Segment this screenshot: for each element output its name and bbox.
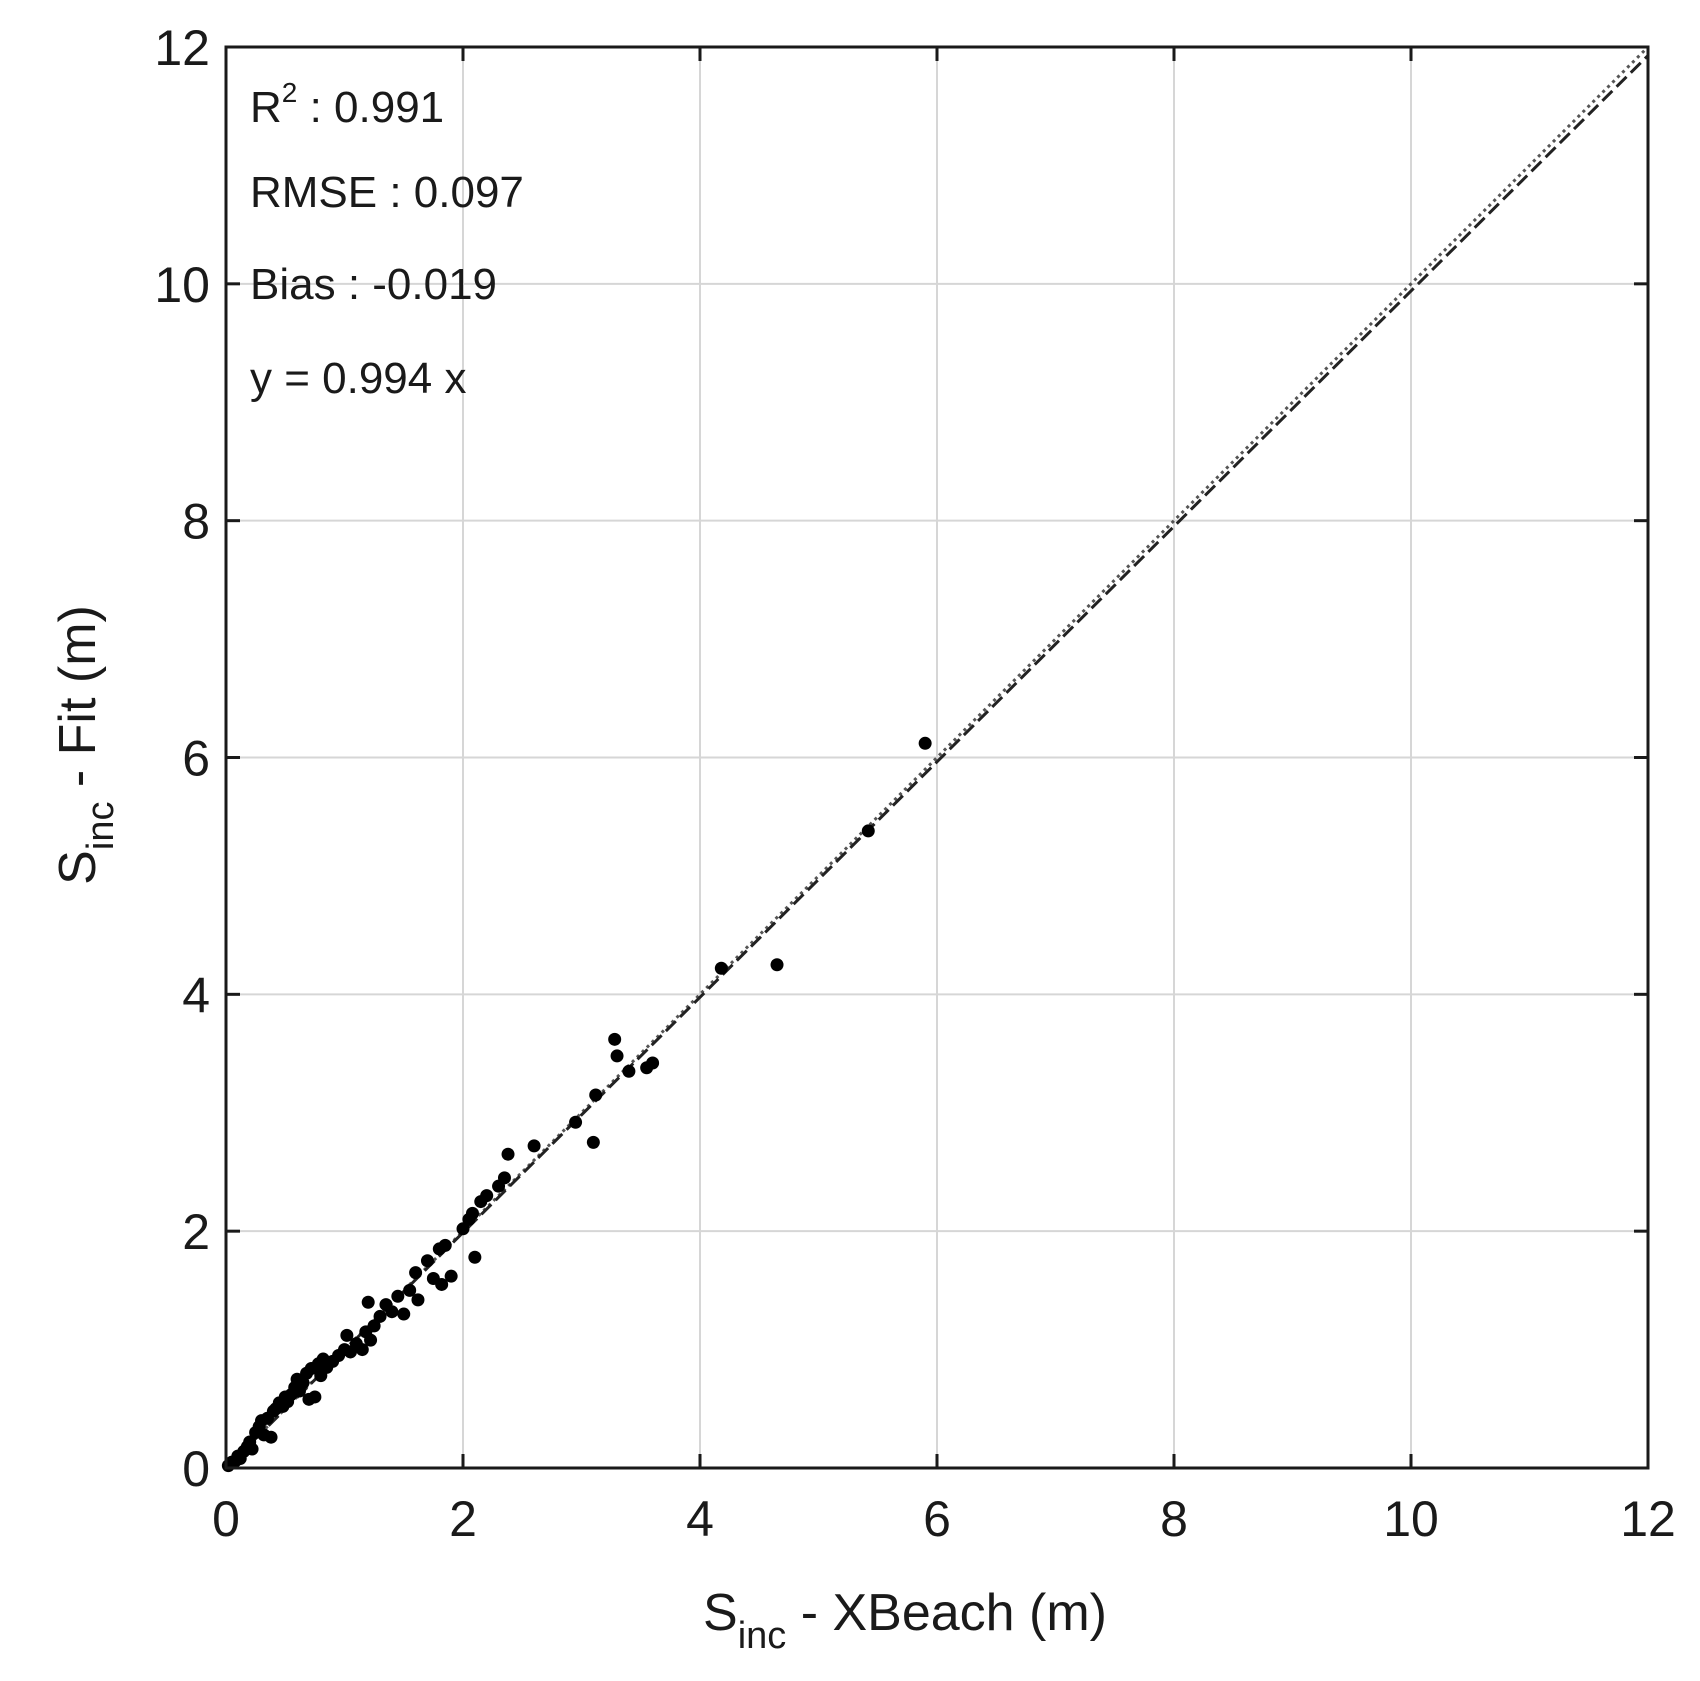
scatter-point bbox=[385, 1305, 399, 1319]
x-tick-label: 10 bbox=[1383, 1491, 1439, 1547]
scatter-point bbox=[501, 1147, 515, 1161]
scatter-point bbox=[497, 1171, 511, 1185]
scatter-point bbox=[608, 1032, 622, 1046]
x-tick-label: 12 bbox=[1620, 1491, 1676, 1547]
x-tick-label: 6 bbox=[923, 1491, 951, 1547]
scatter-point bbox=[411, 1293, 425, 1307]
scatter-point bbox=[622, 1064, 636, 1078]
scatter-point bbox=[264, 1430, 278, 1444]
y-tick-label: 6 bbox=[182, 731, 210, 787]
scatter-point bbox=[569, 1115, 583, 1129]
y-tick-label: 12 bbox=[154, 20, 210, 76]
scatter-point bbox=[646, 1056, 660, 1070]
scatter-point bbox=[586, 1135, 600, 1149]
scatter-point bbox=[367, 1319, 381, 1333]
scatter-point bbox=[465, 1206, 479, 1220]
scatter-point bbox=[403, 1283, 417, 1297]
data-points bbox=[221, 736, 932, 1473]
x-axis-title: Sinc - XBeach (m) bbox=[703, 1584, 1107, 1657]
scatter-point bbox=[714, 961, 728, 975]
scatter-point bbox=[420, 1254, 434, 1268]
scatter-point bbox=[340, 1328, 354, 1342]
scatter-point bbox=[527, 1139, 541, 1153]
y-axis-title: Sinc - Fit (m) bbox=[49, 605, 122, 885]
x-tick-label: 0 bbox=[212, 1491, 240, 1547]
x-tick-label: 8 bbox=[1160, 1491, 1188, 1547]
scatter-point bbox=[918, 736, 932, 750]
scatter-point bbox=[373, 1309, 387, 1323]
reference-lines bbox=[224, 45, 1650, 1470]
scatter-point bbox=[444, 1269, 458, 1283]
y-tick-label: 10 bbox=[154, 257, 210, 313]
r2-annotation: R2 : 0.991 bbox=[250, 77, 444, 132]
scatter-point bbox=[397, 1307, 411, 1321]
scatter-point bbox=[480, 1189, 494, 1203]
rmse-annotation: RMSE : 0.097 bbox=[250, 168, 524, 217]
scatter-point bbox=[355, 1343, 369, 1357]
scatter-point bbox=[361, 1295, 375, 1309]
x-tick-label: 2 bbox=[449, 1491, 477, 1547]
scatter-point bbox=[435, 1277, 449, 1291]
y-tick-label: 4 bbox=[182, 967, 210, 1023]
axis-ticks: 0 2 4 6 8 10 12 0 2 4 6 8 10 12 bbox=[154, 20, 1675, 1547]
scatter-point bbox=[409, 1266, 423, 1280]
scatter-point bbox=[308, 1390, 322, 1404]
scatter-point bbox=[610, 1049, 624, 1063]
scatter-point bbox=[861, 824, 875, 838]
scatter-point bbox=[391, 1289, 405, 1303]
scatter-point bbox=[589, 1088, 603, 1102]
bias-annotation: Bias : -0.019 bbox=[250, 260, 497, 309]
scatter-point bbox=[364, 1333, 378, 1347]
fit-line bbox=[224, 54, 1650, 1470]
one-to-one-line bbox=[224, 45, 1650, 1470]
x-tick-label: 4 bbox=[686, 1491, 714, 1547]
scatter-point bbox=[468, 1250, 482, 1264]
annotation-block: R2 : 0.991 RMSE : 0.097 Bias : -0.019 y … bbox=[250, 77, 524, 403]
scatter-point bbox=[245, 1442, 259, 1456]
y-tick-label: 2 bbox=[182, 1204, 210, 1260]
scatter-point bbox=[456, 1222, 470, 1236]
fit-equation-annotation: y = 0.994 x bbox=[250, 354, 466, 403]
y-tick-label: 0 bbox=[182, 1441, 210, 1497]
scatter-point bbox=[438, 1238, 452, 1252]
scatter-point bbox=[770, 958, 784, 972]
y-tick-label: 8 bbox=[182, 494, 210, 550]
